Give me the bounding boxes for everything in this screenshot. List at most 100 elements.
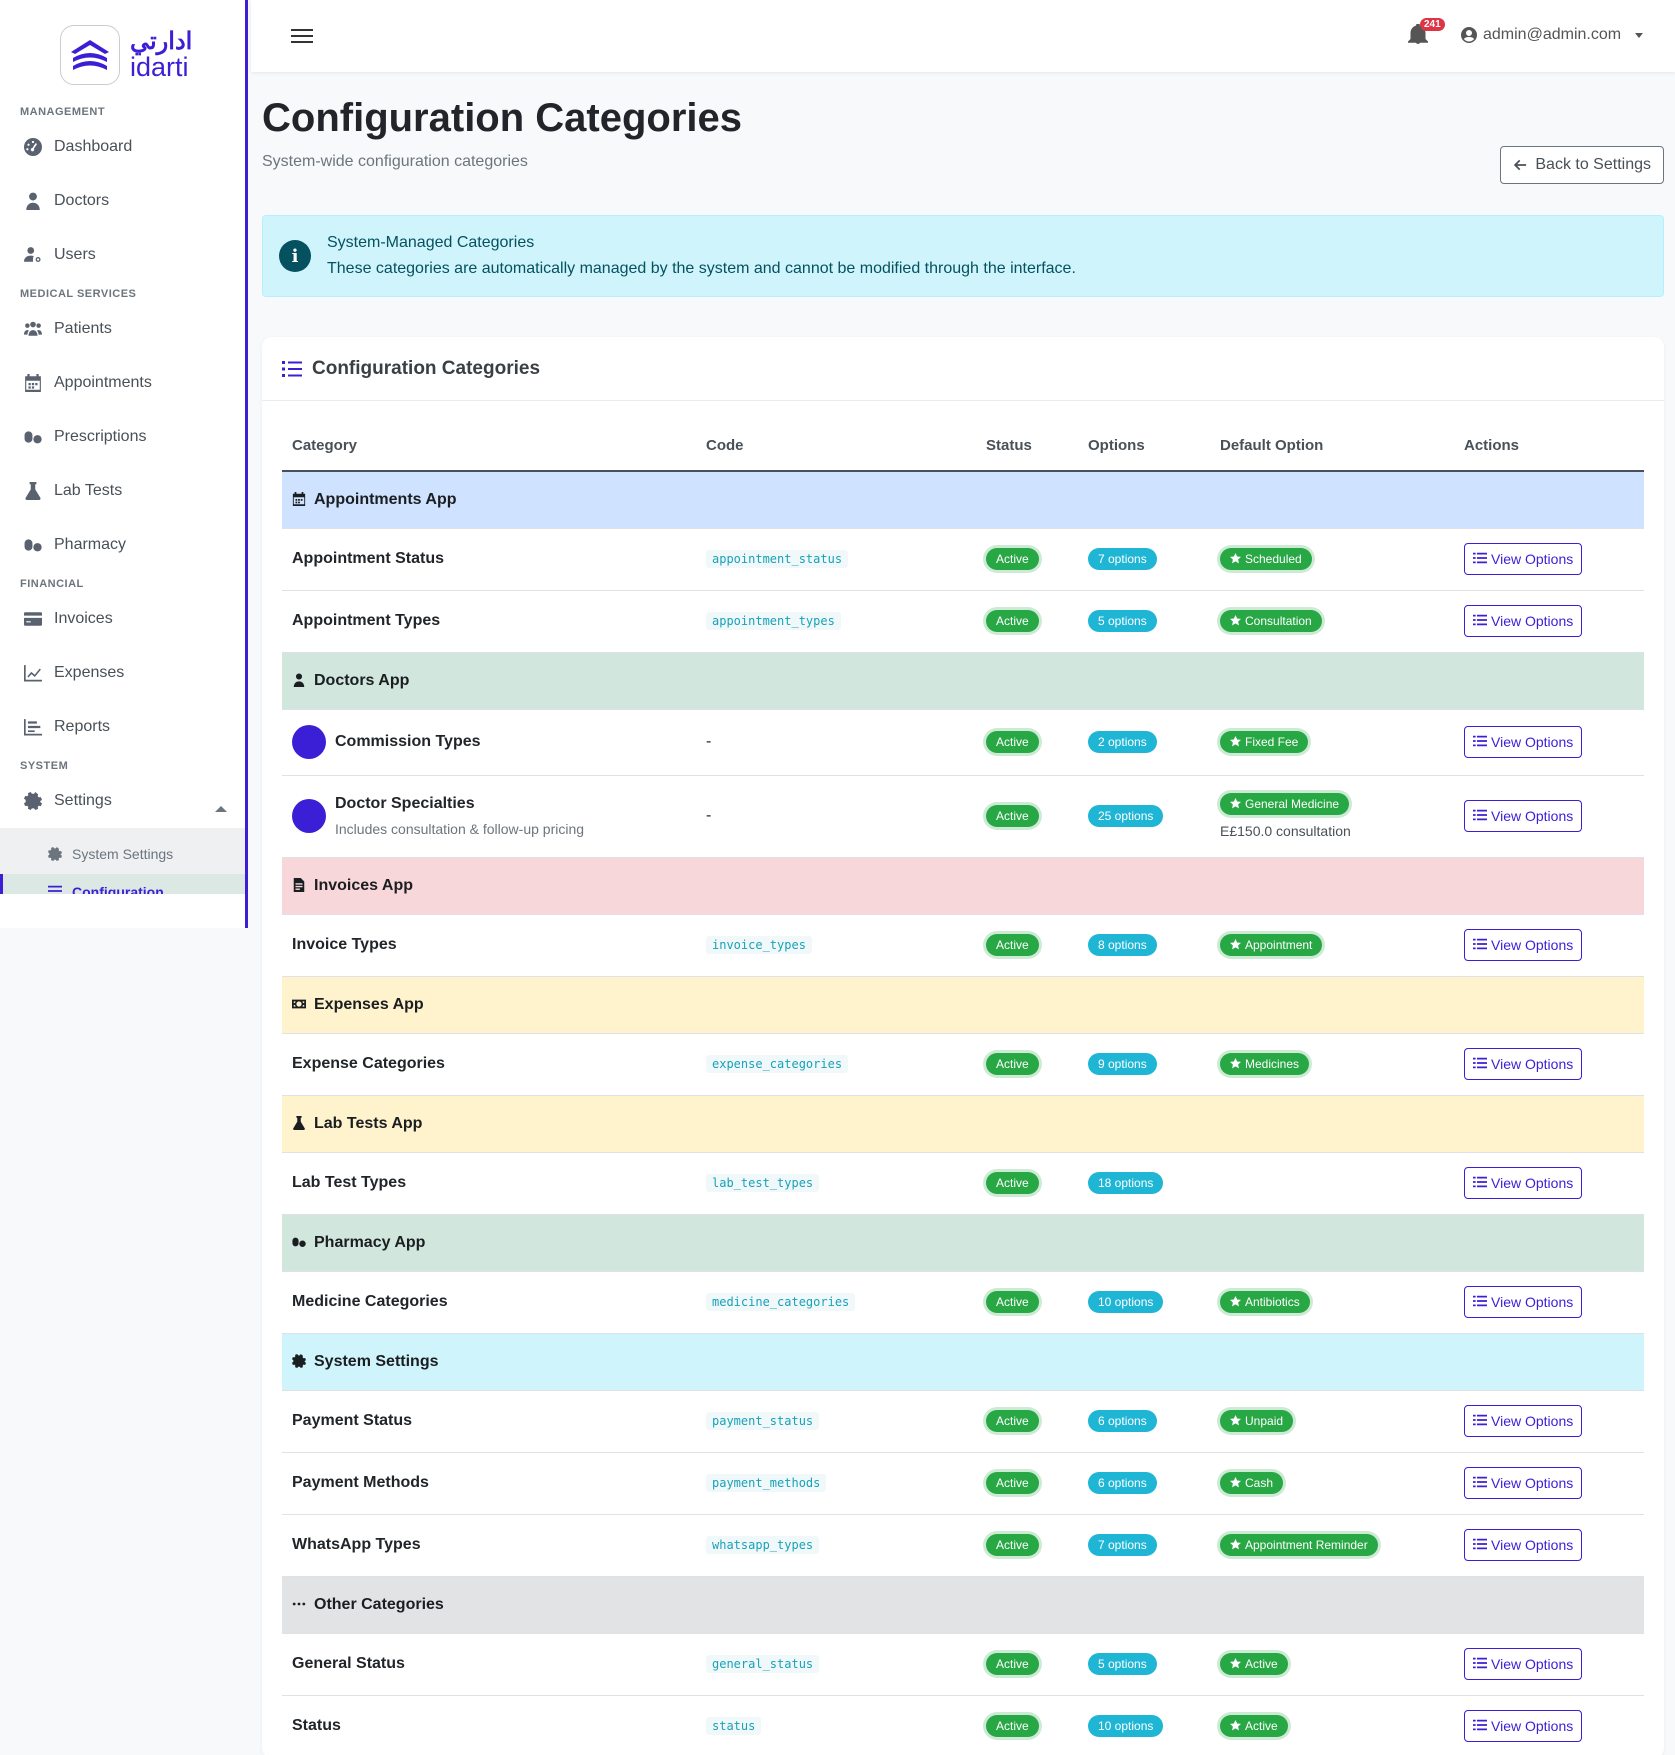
sidebar-item-lab-tests[interactable]: Lab Tests — [0, 464, 245, 518]
category-name: Medicine Categories — [292, 1293, 448, 1310]
category-name: Payment Status — [292, 1412, 413, 1429]
doctor-icon — [24, 192, 42, 210]
back-to-settings-button[interactable]: Back to Settings — [1500, 146, 1664, 184]
sidebar-item-doctors[interactable]: Doctors — [0, 174, 245, 228]
category-name: Appointment Types — [292, 612, 441, 629]
category-name: Payment Methods — [292, 1474, 429, 1491]
group-title: Other Categories — [314, 1595, 444, 1613]
category-description: Includes consultation & follow-up pricin… — [335, 821, 585, 837]
brand-logo[interactable]: ادارتي idarti — [0, 0, 245, 100]
category-avatar — [292, 725, 326, 759]
sidebar-item-users[interactable]: Users — [0, 228, 245, 282]
user-menu[interactable]: admin@admin.com — [1461, 26, 1644, 44]
sidebar-item-expenses[interactable]: Expenses — [0, 646, 245, 700]
view-options-button[interactable]: View Options — [1464, 1648, 1583, 1680]
credit-card-icon — [24, 610, 42, 628]
sidebar-section-label: FINANCIAL — [20, 578, 84, 590]
view-options-button[interactable]: View Options — [1464, 1048, 1583, 1080]
sidebar-section-label: MEDICAL SERVICES — [20, 288, 137, 300]
group-row-pharmacy-app: Pharmacy App — [282, 1214, 1644, 1272]
sidebar-item-label: Invoices — [54, 610, 113, 627]
group-title: Pharmacy App — [314, 1233, 426, 1251]
list-icon — [1473, 1718, 1487, 1735]
view-options-button[interactable]: View Options — [1464, 1529, 1583, 1561]
default-option-price: E£150.0 consultation — [1220, 823, 1351, 839]
group-title: Expenses App — [314, 995, 424, 1013]
submenu-label: System Settings — [72, 846, 174, 862]
category-name: Doctor Specialties — [335, 795, 475, 812]
category-name: General Status — [292, 1655, 405, 1672]
table-row: Commission Types - Active 2 options Fixe… — [282, 709, 1644, 776]
page-subtitle: System-wide configuration categories — [262, 153, 528, 170]
category-code: status — [706, 1717, 762, 1735]
sidebar-item-label: Expenses — [54, 664, 125, 681]
chevron-down-icon — [1635, 32, 1644, 38]
view-options-button[interactable]: View Options — [1464, 1467, 1583, 1499]
category-code: appointment_status — [706, 550, 849, 568]
sidebar-nav: MANAGEMENT Dashboard Doctors Users MEDICAL S… — [0, 106, 245, 828]
sidebar-item-settings[interactable]: Settings — [0, 774, 245, 828]
group-row-lab-tests-app: Lab Tests App — [282, 1095, 1644, 1153]
invoice-icon — [292, 877, 314, 894]
view-options-button[interactable]: View Options — [1464, 1286, 1583, 1318]
table-row: WhatsApp Types whatsapp_types Active 7 o… — [282, 1514, 1644, 1577]
list-icon — [1473, 1656, 1487, 1673]
group-row-invoices-app: Invoices App — [282, 857, 1644, 915]
options-count-badge: 7 options — [1088, 548, 1157, 570]
star-icon — [1230, 1476, 1245, 1490]
chevron-up-icon[interactable] — [215, 806, 227, 812]
menu-toggle-icon[interactable] — [291, 25, 313, 47]
list-icon — [282, 360, 302, 377]
group-title: System Settings — [314, 1352, 439, 1370]
column-header-code: Code — [696, 421, 976, 472]
table-row: Appointment Types appointment_types Acti… — [282, 590, 1644, 653]
info-message: These categories are automatically manag… — [327, 260, 1076, 277]
table-row: Appointment Status appointment_status Ac… — [282, 528, 1644, 591]
sidebar-item-prescriptions[interactable]: Prescriptions — [0, 410, 245, 464]
sidebar-item-appointments[interactable]: Appointments — [0, 356, 245, 410]
star-icon — [1230, 735, 1245, 749]
view-options-button[interactable]: View Options — [1464, 1405, 1583, 1437]
view-options-button[interactable]: View Options — [1464, 1167, 1583, 1199]
category-name: Lab Test Types — [292, 1174, 407, 1191]
table-row: General Status general_status Active 5 o… — [282, 1633, 1644, 1696]
list-icon — [1473, 1413, 1487, 1430]
sidebar-item-label: Users — [54, 246, 96, 263]
sidebar-item-label: Pharmacy — [54, 536, 127, 553]
info-icon: i — [279, 240, 311, 272]
pills-icon — [292, 1234, 314, 1251]
submenu-configuration[interactable]: Configuration — [0, 874, 245, 894]
line-chart-icon — [24, 664, 42, 682]
sidebar-item-invoices[interactable]: Invoices — [0, 592, 245, 646]
view-options-button[interactable]: View Options — [1464, 605, 1583, 637]
view-options-button[interactable]: View Options — [1464, 800, 1583, 832]
patients-icon — [24, 320, 42, 338]
list-icon — [1473, 1175, 1487, 1192]
view-options-button[interactable]: View Options — [1464, 543, 1583, 575]
list-icon — [1473, 551, 1487, 568]
info-alert: i System-Managed Categories These catego… — [262, 215, 1664, 297]
sidebar-item-reports[interactable]: Reports — [0, 700, 245, 754]
star-icon — [1230, 1057, 1245, 1071]
submenu-system-settings[interactable]: System Settings — [0, 834, 245, 874]
dashboard-icon — [24, 138, 42, 156]
logo-icon — [60, 25, 120, 85]
group-row-appointments-app: Appointments App — [282, 471, 1644, 529]
list-icon — [1473, 937, 1487, 954]
notifications-button[interactable]: 241 — [1408, 18, 1445, 46]
column-header-default-option: Default Option — [1210, 421, 1454, 472]
view-options-button[interactable]: View Options — [1464, 1710, 1583, 1742]
column-header-category: Category — [282, 421, 696, 472]
status-badge: Active — [986, 1291, 1039, 1313]
calendar-icon — [292, 491, 314, 508]
card-title: Configuration Categories — [312, 357, 541, 379]
sidebar-item-patients[interactable]: Patients — [0, 302, 245, 356]
view-options-button[interactable]: View Options — [1464, 929, 1583, 961]
status-badge: Active — [986, 548, 1039, 570]
view-options-button[interactable]: View Options — [1464, 726, 1583, 758]
sidebar-item-dashboard[interactable]: Dashboard — [0, 120, 245, 174]
sidebar-item-pharmacy[interactable]: Pharmacy — [0, 518, 245, 572]
default-option-badge: Active — [1220, 1653, 1288, 1675]
group-title: Doctors App — [314, 671, 410, 689]
star-icon — [1230, 1538, 1245, 1552]
